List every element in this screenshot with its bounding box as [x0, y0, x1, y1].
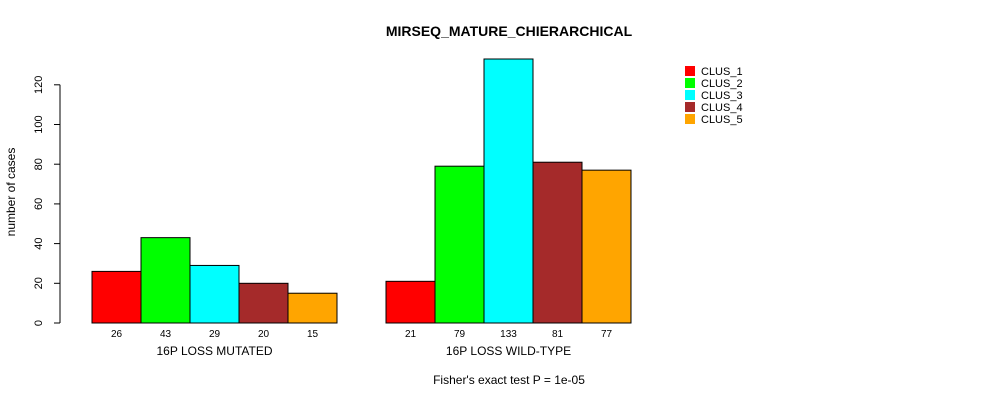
- legend-label: CLUS_5: [701, 114, 743, 126]
- chart-title: MIRSEQ_MATURE_CHIERARCHICAL: [386, 23, 633, 39]
- bar-value-label: 133: [500, 329, 517, 340]
- bar-clus-3-group-2: [483, 58, 534, 324]
- bar-clus-4-group-2: [532, 161, 583, 324]
- bar-clus-1-group-2: [385, 280, 436, 324]
- legend-label: CLUS_3: [701, 90, 743, 102]
- y-axis: 0 20 40 60 80 100 120: [33, 76, 61, 326]
- bar-value-label: 43: [160, 329, 172, 340]
- bar-value-label: 81: [552, 329, 564, 340]
- fisher-test-footnote: Fisher's exact test P = 1e-05: [433, 373, 585, 387]
- y-tick-label: 80: [33, 158, 45, 170]
- bar-clus-5-group-2: [581, 169, 632, 324]
- bar-value-label: 26: [111, 329, 123, 340]
- y-axis-label: number of cases: [4, 148, 18, 237]
- legend-label: CLUS_2: [701, 78, 743, 90]
- group-label: 16P LOSS MUTATED: [156, 344, 272, 358]
- bar-value-label: 15: [307, 329, 319, 340]
- legend-swatch: [685, 66, 695, 76]
- legend-swatch: [685, 102, 695, 112]
- bar-clus-2-group-2: [434, 165, 485, 324]
- bar-clus-4-group-1: [238, 282, 289, 324]
- y-tick-label: 120: [33, 76, 45, 94]
- legend-swatch: [685, 114, 695, 124]
- value-labels: 26 43 29 20 15 21 79 133 81 77: [111, 329, 613, 340]
- bar-clus-2-group-1: [140, 237, 191, 324]
- group-label: 16P LOSS WILD-TYPE: [446, 344, 571, 358]
- legend-label: CLUS_4: [701, 102, 743, 114]
- bar-value-label: 20: [258, 329, 270, 340]
- bar-value-label: 29: [209, 329, 221, 340]
- bar-clus-3-group-1: [189, 264, 240, 324]
- bar-clus-5-group-1: [287, 292, 338, 324]
- legend-swatch: [685, 90, 695, 100]
- legend-swatch: [685, 78, 695, 88]
- bars: [91, 58, 632, 324]
- bar-value-label: 79: [454, 329, 466, 340]
- bar-clus-1-group-1: [91, 270, 142, 324]
- bar-value-label: 21: [405, 329, 417, 340]
- y-tick-label: 60: [33, 198, 45, 210]
- group-labels: 16P LOSS MUTATED 16P LOSS WILD-TYPE: [156, 344, 571, 358]
- y-tick-label: 40: [33, 237, 45, 249]
- y-tick-label: 20: [33, 277, 45, 289]
- y-tick-label: 0: [33, 320, 45, 326]
- y-tick-label: 100: [33, 115, 45, 133]
- legend-label: CLUS_1: [701, 66, 743, 78]
- bar-value-label: 77: [601, 329, 613, 340]
